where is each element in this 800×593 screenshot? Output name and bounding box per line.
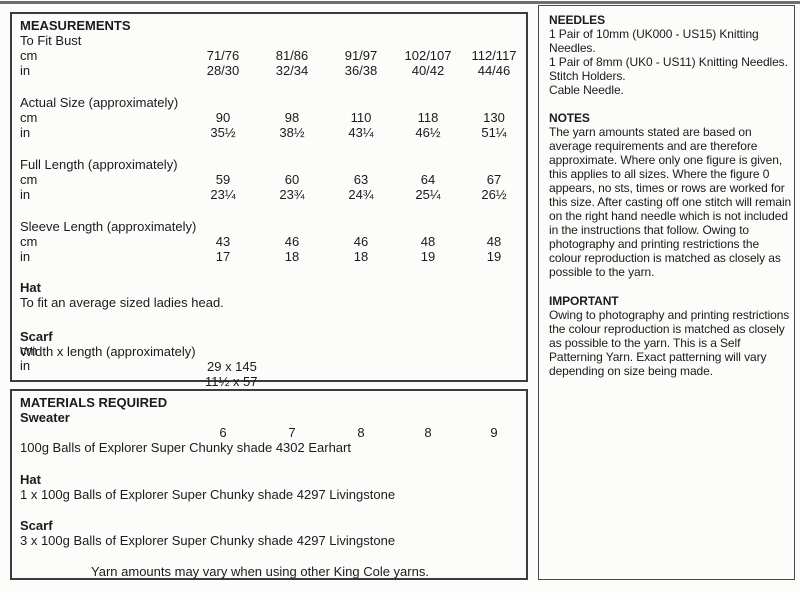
size-value: 26½ — [481, 187, 507, 202]
full-length-in-row: in 23¼ 23¾ 24¾ 25¼ 26½ — [20, 187, 526, 202]
size-value: 59 — [215, 172, 231, 187]
size-value: 98 — [284, 110, 300, 125]
measurements-title: MEASUREMENTS — [20, 18, 131, 33]
size-value: 60 — [284, 172, 300, 187]
hat-heading: Hat — [20, 280, 41, 295]
actual-size-in-row: in 35½ 38½ 43¼ 46½ 51¼ — [20, 125, 526, 140]
scarf-cm-row: 29 x 145 — [20, 359, 526, 374]
full-length-cm-row: cm 59 60 63 64 67 — [20, 172, 526, 187]
unit-in-label: in — [20, 187, 31, 202]
size-value: 28/30 — [206, 63, 240, 78]
size-value: 17 — [215, 249, 231, 264]
hat-fit-note: To fit an average sized ladies head. — [20, 295, 224, 310]
size-value: 25¼ — [415, 187, 441, 202]
size-value: 46 — [353, 234, 369, 249]
to-fit-bust-cm-row: cm 71/76 81/86 91/97 102/107 112/117 — [20, 48, 526, 63]
size-value: 91/97 — [344, 48, 378, 63]
sweater-yarn-description: 100g Balls of Explorer Super Chunky shad… — [20, 440, 351, 455]
materials-hat-heading: Hat — [20, 472, 41, 487]
unit-in-label: in — [20, 249, 31, 264]
important-body: Owing to photography and printing restri… — [549, 308, 790, 378]
size-value: 118 — [417, 110, 439, 125]
size-value: 18 — [284, 249, 300, 264]
size-value: 23¾ — [279, 187, 305, 202]
size-value: 35½ — [210, 125, 236, 140]
notes-body: The yarn amounts stated are based on ave… — [549, 125, 792, 279]
scarf-in-value: 11½ x 57 — [205, 374, 258, 389]
group-label-to-fit-bust: To Fit Bust — [20, 33, 82, 48]
scarf-yarn-description: 3 x 100g Balls of Explorer Super Chunky … — [20, 533, 396, 548]
unit-in-label: in — [20, 125, 31, 140]
needles-notes-panel: NEEDLES 1 Pair of 10mm (UK000 - US15) Kn… — [538, 5, 795, 580]
size-value: 46½ — [415, 125, 441, 140]
scarf-unit-in: in — [20, 358, 31, 373]
materials-scarf-heading: Scarf — [20, 518, 53, 533]
needles-title: NEEDLES — [549, 13, 605, 27]
group-label-sleeve-length: Sleeve Length (approximately) — [20, 219, 197, 234]
sleeve-length-in-row: in 17 18 18 19 19 — [20, 249, 526, 264]
needle-item: Stitch Holders. — [549, 69, 626, 83]
size-value: 40/42 — [411, 63, 445, 78]
size-value: 90 — [215, 110, 231, 125]
materials-panel: MATERIALS REQUIRED Sweater 6 7 8 8 9 100… — [10, 389, 528, 580]
size-value: 38½ — [279, 125, 305, 140]
measurements-panel: MEASUREMENTS To Fit Bust cm 71/76 81/86 … — [10, 12, 528, 389]
size-value: 110 — [350, 110, 372, 125]
size-value: 43¼ — [348, 125, 374, 140]
sleeve-length-cm-row: cm 43 46 46 48 48 — [20, 234, 526, 249]
unit-in-label: in — [20, 63, 31, 78]
ball-quantity: 6 — [219, 425, 227, 440]
size-value: 46 — [284, 234, 300, 249]
size-value: 18 — [353, 249, 369, 264]
materials-title: MATERIALS REQUIRED — [20, 395, 168, 410]
size-value: 36/38 — [344, 63, 378, 78]
size-value: 63 — [353, 172, 369, 187]
size-value: 24¾ — [348, 187, 374, 202]
scarf-heading: Scarf — [20, 329, 53, 344]
size-value: 19 — [486, 249, 502, 264]
scarf-cm-value: 29 x 145 — [207, 359, 257, 374]
scarf-in-row: 11½ x 57 — [20, 374, 526, 389]
important-title: IMPORTANT — [549, 294, 619, 308]
group-label-full-length: Full Length (approximately) — [20, 157, 178, 172]
scarf-size-label: Width x length (approximately) — [20, 344, 196, 359]
size-value: 71/76 — [206, 48, 240, 63]
hat-yarn-description: 1 x 100g Balls of Explorer Super Chunky … — [20, 487, 396, 502]
scan-edge-line — [0, 1, 800, 4]
unit-cm-label: cm — [20, 234, 38, 249]
size-value: 44/46 — [477, 63, 511, 78]
size-value: 19 — [420, 249, 436, 264]
notes-title: NOTES — [549, 111, 590, 125]
size-value: 23¼ — [210, 187, 236, 202]
size-value: 48 — [420, 234, 436, 249]
size-value: 130 — [483, 110, 505, 125]
sweater-quantities-row: 6 7 8 8 9 — [20, 425, 526, 440]
needle-item: Cable Needle. — [549, 83, 624, 97]
ball-quantity: 8 — [424, 425, 432, 440]
group-label-actual-size: Actual Size (approximately) — [20, 95, 179, 110]
scarf-unit-cm: cm — [20, 343, 38, 358]
size-value: 67 — [486, 172, 502, 187]
unit-cm-label: cm — [20, 48, 38, 63]
ball-quantity: 9 — [490, 425, 498, 440]
sweater-heading: Sweater — [20, 410, 70, 425]
size-value: 112/117 — [471, 48, 517, 63]
size-value: 32/34 — [275, 63, 309, 78]
size-value: 102/107 — [404, 48, 452, 63]
unit-cm-label: cm — [20, 110, 38, 125]
actual-size-cm-row: cm 90 98 110 118 130 — [20, 110, 526, 125]
size-value: 48 — [486, 234, 502, 249]
size-value: 51¼ — [481, 125, 507, 140]
to-fit-bust-in-row: in 28/30 32/34 36/38 40/42 44/46 — [20, 63, 526, 78]
size-value: 64 — [420, 172, 436, 187]
needle-item: 1 Pair of 8mm (UK0 - US11) Knitting Need… — [549, 55, 788, 69]
size-value: 81/86 — [275, 48, 309, 63]
size-value: 43 — [215, 234, 231, 249]
yarn-amounts-footnote: Yarn amounts may vary when using other K… — [91, 564, 429, 579]
ball-quantity: 7 — [288, 425, 296, 440]
ball-quantity: 8 — [357, 425, 365, 440]
needle-item: 1 Pair of 10mm (UK000 - US15) Knitting N… — [549, 27, 759, 55]
unit-cm-label: cm — [20, 172, 38, 187]
empty-cell — [20, 425, 190, 440]
